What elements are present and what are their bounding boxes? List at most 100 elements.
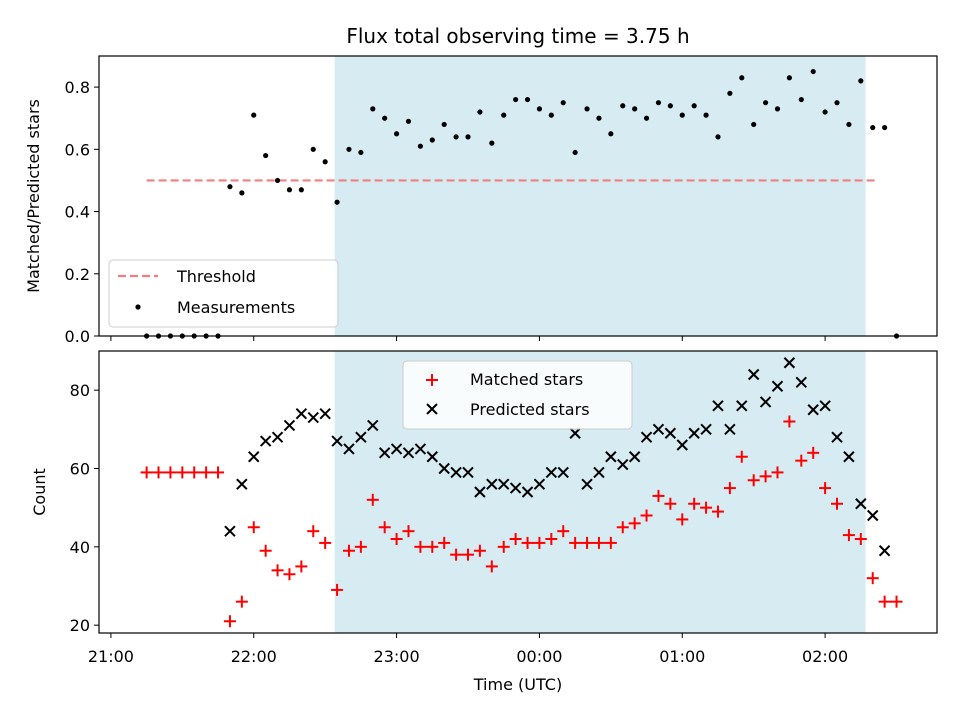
predicted-star-point: [259, 435, 272, 447]
measurement-point: [655, 100, 662, 106]
matched-star-point: [283, 568, 296, 581]
bottom-y-tick-label: 20: [70, 616, 90, 635]
matched-star-point: [676, 513, 689, 526]
measurement-point: [691, 103, 697, 109]
predicted-star-point: [521, 486, 534, 498]
predicted-star-point: [545, 466, 558, 479]
matched-star-point: [426, 540, 439, 553]
predicted-star-point: [747, 368, 760, 381]
predicted-star-point: [498, 478, 510, 490]
legend-threshold-label: Threshold: [176, 267, 256, 286]
bottom-y-axis-label: Count: [30, 468, 49, 516]
matched-star-point: [747, 474, 760, 487]
matched-star-point: [473, 544, 486, 557]
matched-star-point: [152, 466, 165, 479]
predicted-star-point: [605, 451, 617, 463]
predicted-star-point: [700, 423, 712, 436]
top-series-layer: [144, 68, 900, 339]
matched-star-point: [783, 415, 796, 428]
measurement-point: [239, 190, 245, 196]
predicted-star-point: [474, 486, 486, 498]
matched-star-point: [688, 497, 701, 510]
predicted-star-point: [533, 478, 546, 490]
measurement-point: [417, 143, 423, 149]
matched-star-point: [700, 501, 713, 514]
measurement-point: [334, 199, 340, 205]
measurement-point: [762, 100, 769, 106]
measurement-point: [608, 131, 614, 137]
matched-star-point: [652, 489, 665, 502]
predicted-star-point: [807, 404, 819, 416]
predicted-star-point: [224, 525, 236, 537]
matched-star-point: [200, 466, 213, 479]
x-tick-label: 02:00: [802, 647, 848, 666]
predicted-star-point: [462, 466, 474, 479]
measurement-point: [810, 68, 816, 75]
measurement-point: [310, 146, 316, 152]
matched-star-point: [628, 517, 641, 530]
measurement-point: [263, 152, 269, 159]
top-y-tick-label: 0.6: [65, 140, 90, 159]
legend-matched-swatch: [426, 374, 438, 386]
measurement-point: [429, 137, 435, 143]
measurement-point: [274, 177, 281, 184]
matched-star-point: [890, 595, 903, 608]
measurement-point: [465, 134, 471, 140]
predicted-star-point: [652, 423, 665, 436]
matched-star-point: [545, 533, 558, 545]
predicted-star-point: [248, 451, 260, 463]
top-y-tick-label: 0.2: [65, 265, 90, 284]
predicted-star-point: [355, 431, 367, 443]
measurement-point: [358, 149, 364, 156]
top-y-tick-label: 0.8: [65, 78, 90, 97]
matched-star-point: [497, 540, 510, 553]
matched-star-point: [854, 533, 867, 545]
measurement-point: [643, 115, 650, 121]
matched-star-point: [723, 482, 736, 495]
top-y-axis: 0.0 0.2 0.4 0.6 0.8: [65, 78, 99, 346]
measurement-point: [667, 103, 673, 109]
measurement-point: [251, 112, 257, 118]
measurement-point: [882, 124, 888, 131]
top-legend-box: [108, 259, 339, 328]
measurement-point: [584, 106, 590, 112]
predicted-star-point: [283, 419, 296, 432]
matched-star-point: [640, 509, 653, 522]
predicted-star-point: [783, 357, 796, 369]
top-y-tick-label: 0.4: [65, 203, 90, 222]
predicted-star-point: [736, 400, 748, 412]
predicted-star-point: [581, 478, 593, 490]
predicted-star-point: [390, 443, 403, 455]
matched-star-point: [223, 615, 236, 628]
measurement-point: [477, 109, 483, 115]
measurement-point: [679, 112, 685, 118]
matched-star-point: [819, 482, 832, 495]
measurement-point: [620, 103, 626, 109]
matched-star-point: [735, 450, 748, 463]
legend-predicted-label: Predicted stars: [470, 400, 590, 419]
measurement-point: [536, 106, 543, 112]
matched-star-point: [807, 446, 820, 459]
bottom-series-layer: [140, 357, 903, 628]
predicted-star-point: [724, 423, 736, 436]
measurement-point: [703, 112, 709, 118]
top-panel: 0.00.20.40.60.8 Matched/Predicted stars …: [24, 55, 938, 346]
predicted-star-point: [367, 419, 379, 432]
matched-star-point: [235, 595, 248, 608]
measurement-point: [715, 134, 721, 140]
measurement-point: [524, 96, 531, 103]
predicted-star-point: [557, 466, 569, 479]
matched-star-point: [188, 466, 201, 479]
bottom-y-axis: 20 40 60 80: [70, 381, 99, 635]
chart-title: Flux total observing time = 3.75 h: [346, 24, 689, 48]
measurement-point: [322, 159, 328, 165]
matched-star-point: [271, 564, 284, 577]
measurement-point: [286, 187, 293, 193]
matched-star-point: [438, 536, 451, 549]
matched-star-point: [331, 583, 344, 596]
predicted-star-point: [402, 447, 415, 459]
predicted-star-point: [593, 466, 605, 479]
matched-star-point: [759, 470, 772, 483]
top-legend: Threshold Measurements: [108, 259, 339, 328]
